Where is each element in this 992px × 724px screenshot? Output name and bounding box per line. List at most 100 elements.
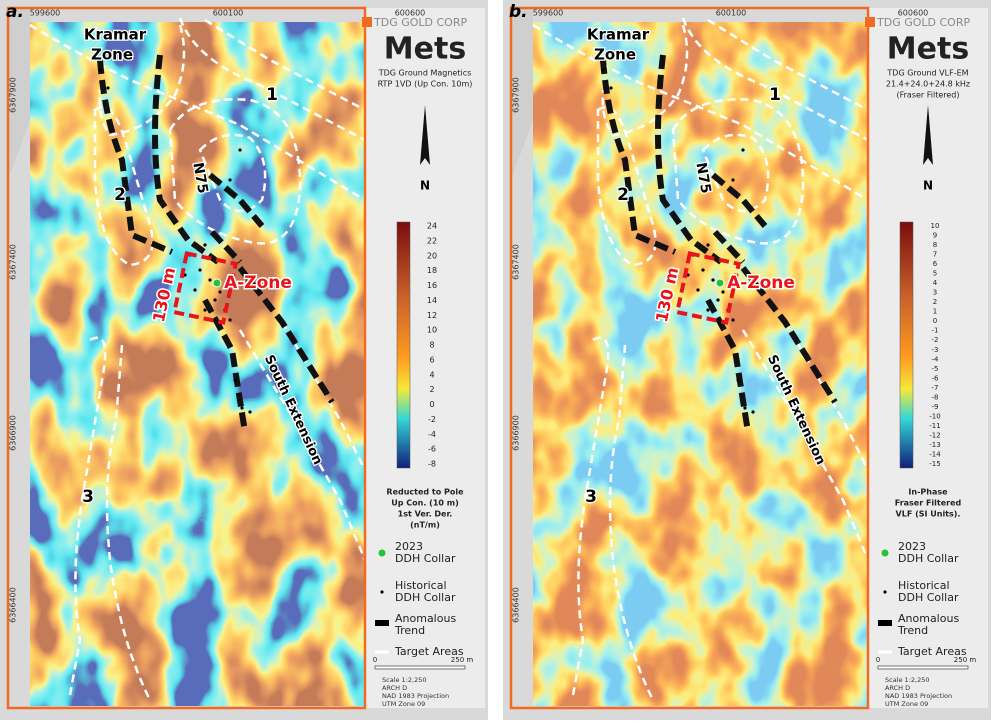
colorbar	[396, 221, 411, 469]
legend-label: Historical	[395, 579, 447, 592]
colorbar-tick-label: 3	[933, 289, 937, 297]
geophysics-raster	[30, 22, 365, 706]
historical-collar	[238, 148, 242, 152]
historical-collar	[711, 278, 715, 282]
easting-label: 599600	[30, 9, 61, 18]
north-label: N	[923, 179, 933, 193]
historical-collar	[106, 86, 110, 90]
colorbar	[899, 221, 914, 469]
map-label: 3	[82, 487, 94, 507]
legend-label: DDH Collar	[395, 552, 456, 565]
anomalous-trend	[208, 172, 265, 228]
historical-collar	[198, 268, 202, 272]
colorbar-tick-label: -2	[428, 415, 436, 424]
legend-symbol	[375, 620, 389, 626]
historical-collar	[240, 406, 244, 410]
map-label: 3	[585, 487, 597, 507]
hillshade-corner	[511, 8, 533, 180]
colorbar-tick-label: 10	[931, 222, 940, 230]
logo-mark	[362, 17, 372, 27]
north-arrow	[420, 105, 430, 165]
north-label: N	[420, 179, 430, 193]
colorbar-tick-label: -8	[932, 393, 939, 401]
legend-label: DDH Collar	[898, 591, 959, 604]
target-area-outline	[98, 24, 186, 137]
historical-collar	[736, 378, 740, 382]
target-area-outline	[707, 18, 869, 112]
map-label: N75	[189, 161, 210, 195]
colorbar-tick-label: -6	[932, 374, 940, 382]
historical-collar	[203, 308, 207, 312]
target-area-outline	[238, 329, 367, 561]
panel-letter: a.	[6, 2, 24, 22]
historical-collar	[743, 406, 747, 410]
map-label: 2	[617, 185, 629, 205]
legend-label: Anomalous	[395, 612, 456, 625]
scale-bar	[877, 665, 969, 670]
legend-label: Trend	[897, 624, 928, 637]
northing-label: 6366400	[9, 587, 18, 623]
map-label: 1	[769, 85, 781, 105]
anomalous-trend	[600, 59, 677, 255]
target-area-outline	[68, 336, 107, 696]
map-frame	[6, 6, 367, 710]
target-area-outline	[198, 133, 267, 213]
colorbar-caption: 1st Ver. Der.	[398, 510, 453, 519]
legend-symbol	[378, 549, 386, 557]
colorbar-tick-label: -14	[929, 450, 941, 458]
colorbar-tick-label: -9	[932, 403, 939, 411]
map-label: Zone	[91, 46, 133, 64]
colorbar-tick-label: 14	[427, 296, 437, 305]
historical-collar	[248, 410, 252, 414]
historical-collar	[233, 378, 237, 382]
anomalous-trend	[712, 229, 746, 265]
colorbar-tick-label: 0	[933, 317, 937, 325]
legend-label: DDH Collar	[898, 552, 959, 565]
anomalous-trend	[740, 266, 838, 404]
colorbar-tick-label: -1	[932, 327, 939, 335]
target-area-outline	[204, 18, 366, 112]
northing-label: 6367900	[512, 77, 521, 113]
historical-collar	[731, 178, 735, 182]
legend-label: 2023	[395, 540, 423, 553]
map-subtitle: 21.4+24.0+24.8 kHz	[886, 80, 970, 89]
scale-text: ARCH D	[382, 684, 407, 692]
map-title: Mets	[887, 32, 969, 67]
colorbar-tick-label: 2	[429, 385, 434, 394]
scale-bar	[374, 665, 466, 670]
historical-collar	[701, 268, 705, 272]
colorbar-tick-label: 8	[933, 241, 937, 249]
target-area-outline	[532, 23, 869, 202]
easting-label: 600600	[395, 9, 426, 18]
historical-collar	[601, 68, 605, 72]
map-label: Zone	[594, 46, 636, 64]
colorbar-tick-label: -4	[932, 355, 940, 363]
historical-collar	[193, 288, 197, 292]
colorbar-tick-label: 8	[429, 341, 434, 350]
target-area-outline	[681, 17, 869, 142]
collar-2023	[212, 278, 222, 288]
target-area-outline	[29, 23, 366, 202]
legend-label: Anomalous	[898, 612, 959, 625]
northing-label: 6367900	[9, 77, 18, 113]
colorbar-tick-label: 24	[427, 222, 437, 231]
logo: TDG GOLD CORP	[373, 16, 467, 29]
colorbar-tick-label: -15	[929, 460, 940, 468]
map-subtitle: RTP 1VD (Up Con. 10m)	[378, 80, 473, 89]
scale-label: 0	[373, 656, 377, 664]
colorbar-tick-label: 1	[933, 308, 937, 316]
scale-label: 250 m	[451, 656, 474, 664]
scale-text: ARCH D	[885, 684, 910, 692]
map-frame	[509, 6, 870, 710]
historical-collar	[609, 86, 613, 90]
colorbar-tick-label: 12	[427, 311, 437, 320]
colorbar-tick-label: 7	[933, 251, 937, 259]
hillshade-corner	[8, 8, 30, 180]
north-arrow	[923, 105, 933, 165]
scale-text: UTM Zone 09	[885, 700, 928, 708]
scale-text: NAD 1983 Projection	[382, 692, 449, 700]
colorbar-tick-label: 6	[933, 260, 938, 268]
colorbar-tick-label: 4	[429, 370, 434, 379]
